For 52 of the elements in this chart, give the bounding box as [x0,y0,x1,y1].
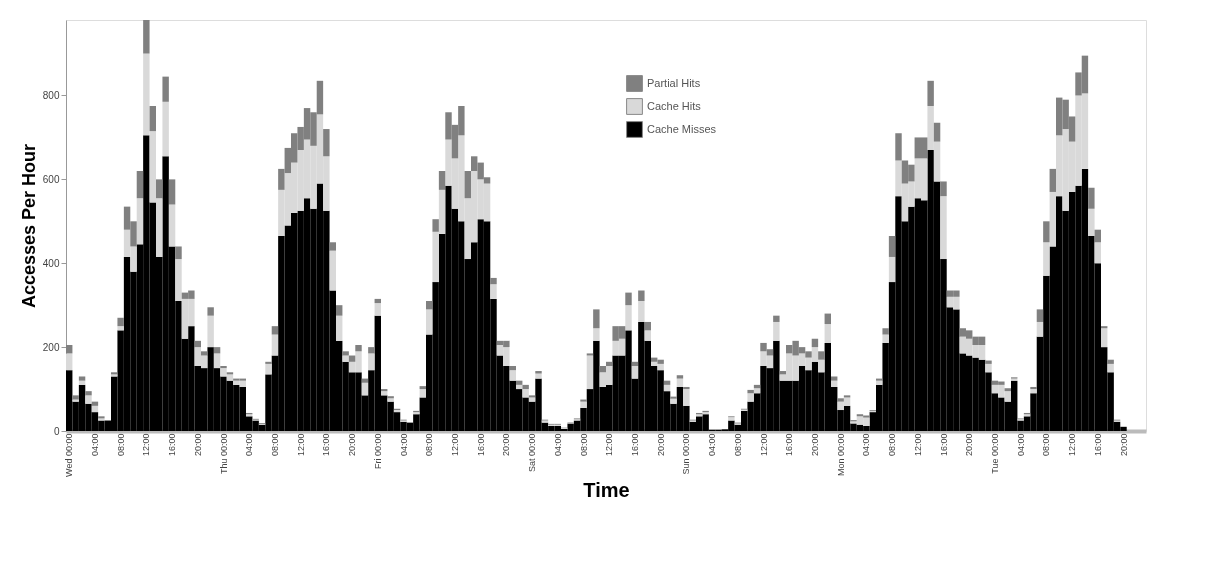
x-tick-label: 12:00 [912,433,923,457]
y-tick-label: 400 [42,257,60,269]
x-tick-label: Sun 00:00 [681,433,692,475]
x-tick-label: 16:00 [629,433,640,457]
x-tick-label: 04:00 [89,433,100,457]
x-tick-label: 16:00 [1092,433,1103,457]
x-tick-label: 16:00 [784,433,795,457]
x-tick-label: 08:00 [115,433,126,457]
x-tick-label: Sat 00:00 [527,433,538,473]
legend-label: Cache Hits [647,99,702,112]
y-axis-title: Accesses Per Hour [18,143,39,309]
y-tick-label: 200 [42,341,60,353]
y-tick-label: 800 [42,89,60,101]
x-axis-title: Time [583,478,630,501]
x-tick-label: 12:00 [1067,433,1078,457]
legend-label: Partial Hits [647,76,701,89]
x-tick-label: 20:00 [501,433,512,457]
x-tick-label: 20:00 [347,433,358,457]
x-tick-label: 12:00 [758,433,769,457]
x-tick-label: Wed 00:00 [64,433,75,477]
x-tick-label: 04:00 [861,433,872,457]
x-tick-label: 04:00 [244,433,255,457]
y-tick-label: 600 [42,173,60,185]
y-tick-label: 0 [53,425,60,437]
x-tick-label: 20:00 [809,433,820,457]
x-tick-label: 20:00 [964,433,975,457]
x-tick-label: 04:00 [707,433,718,457]
x-tick-label: Tue 00:00 [989,433,1000,474]
x-tick-label: 20:00 [655,433,666,457]
legend-label: Cache Misses [647,122,717,135]
x-tick-label: 08:00 [732,433,743,457]
x-tick-label: 16:00 [321,433,332,457]
x-tick-label: 12:00 [295,433,306,457]
x-tick-label: 08:00 [578,433,589,457]
x-tick-label: Thu 00:00 [218,433,229,475]
x-tick-label: 04:00 [552,433,563,457]
x-tick-label: 04:00 [1015,433,1026,457]
x-tick-label: 20:00 [1118,433,1129,457]
x-tick-label: 12:00 [604,433,615,457]
x-tick-label: 16:00 [475,433,486,457]
x-tick-label: 16:00 [938,433,949,457]
x-tick-label: 08:00 [424,433,435,457]
x-tick-label: 08:00 [887,433,898,457]
x-tick-label: 08:00 [269,433,280,457]
x-tick-label: Mon 00:00 [835,433,846,477]
x-tick-label: 04:00 [398,433,409,457]
x-tick-label: Fri 00:00 [372,433,383,470]
x-tick-label: 16:00 [167,433,178,457]
x-tick-label: 12:00 [449,433,460,457]
x-tick-label: 20:00 [192,433,203,457]
x-tick-label: 12:00 [141,433,152,457]
x-tick-label: 08:00 [1041,433,1052,457]
